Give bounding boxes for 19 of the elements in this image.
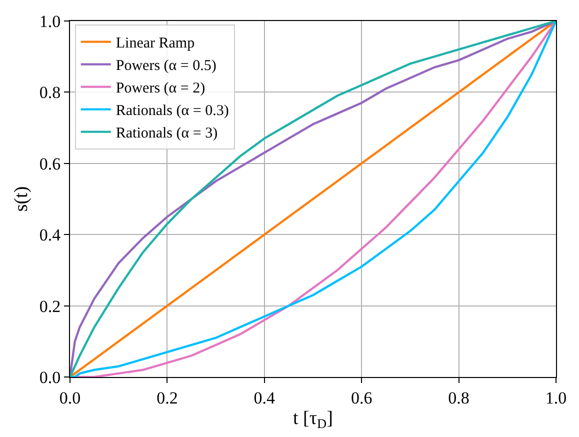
y-tick-label: 1.0 — [39, 12, 61, 31]
x-tick-label: 0.2 — [156, 388, 178, 408]
legend-label: Rationals (α = 3) — [116, 126, 218, 142]
x-tick-label: 0.0 — [59, 388, 81, 408]
x-tick-label: 0.8 — [448, 388, 470, 408]
y-tick-label: 0.4 — [39, 226, 62, 245]
legend-label: Linear Ramp — [116, 36, 195, 52]
x-tick-label: 0.6 — [350, 388, 372, 408]
legend-label: Powers (α = 0.5) — [116, 58, 216, 74]
x-tick-label: 1.0 — [545, 388, 567, 408]
y-axis-title: s(t) — [11, 186, 32, 212]
y-tick-label: 0.2 — [39, 296, 61, 316]
x-tick-label: 0.4 — [254, 388, 276, 408]
legend-label: Rationals (α = 0.3) — [116, 103, 229, 120]
y-tick-label: 0.6 — [39, 154, 61, 174]
y-tick-label: 0.0 — [39, 368, 61, 387]
y-tick-label: 0.8 — [39, 83, 61, 102]
legend-label: Powers (α = 2) — [116, 80, 206, 97]
x-axis-title: t [τ$_{D}$] — [293, 408, 333, 432]
